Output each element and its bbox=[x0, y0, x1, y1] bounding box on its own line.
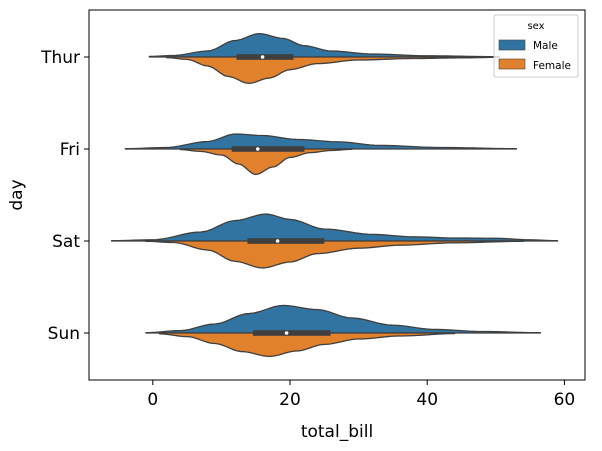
violin-female-fri bbox=[179, 148, 353, 176]
median-sat bbox=[275, 239, 280, 243]
y-tick-label-sat: Sat bbox=[52, 232, 80, 252]
median-thur bbox=[260, 55, 265, 59]
box-sat bbox=[247, 238, 325, 244]
violin-male-sun bbox=[145, 304, 542, 334]
violin-male-fri bbox=[124, 133, 518, 150]
violin-male-sat bbox=[110, 213, 559, 242]
legend-label-female: Female bbox=[533, 60, 571, 72]
legend-swatch-male bbox=[498, 39, 526, 51]
x-tick-label-20: 20 bbox=[279, 390, 301, 410]
legend-swatch-female bbox=[498, 58, 526, 70]
median-fri bbox=[255, 147, 260, 151]
median-sun bbox=[284, 331, 289, 335]
y-axis-label: day bbox=[7, 179, 27, 210]
x-axis-label: total_bill bbox=[301, 422, 373, 442]
plot-frame bbox=[88, 9, 586, 381]
boxes-layer bbox=[231, 54, 331, 336]
legend: sex Male Female bbox=[493, 14, 579, 78]
legend-title: sex bbox=[527, 21, 544, 32]
violin-female-sat bbox=[145, 240, 524, 269]
y-tick-label-sun: Sun bbox=[48, 324, 80, 344]
x-tick-label-60: 60 bbox=[554, 390, 576, 410]
box-fri bbox=[231, 146, 305, 152]
box-sun bbox=[252, 330, 331, 336]
violin-female-sun bbox=[159, 332, 456, 358]
x-axis: 0 20 40 60 bbox=[147, 380, 575, 410]
legend-label-male: Male bbox=[533, 40, 558, 52]
y-tick-label-thur: Thur bbox=[40, 48, 80, 68]
violin-female-thur bbox=[165, 56, 500, 85]
y-tick-label-fri: Fri bbox=[60, 140, 80, 160]
violin-male-thur bbox=[148, 32, 500, 58]
violins-layer bbox=[110, 32, 559, 358]
x-tick-label-40: 40 bbox=[416, 390, 438, 410]
y-axis: Thur Fri Sat Sun bbox=[40, 48, 89, 344]
box-thur bbox=[236, 54, 294, 60]
x-tick-label-0: 0 bbox=[147, 390, 158, 410]
